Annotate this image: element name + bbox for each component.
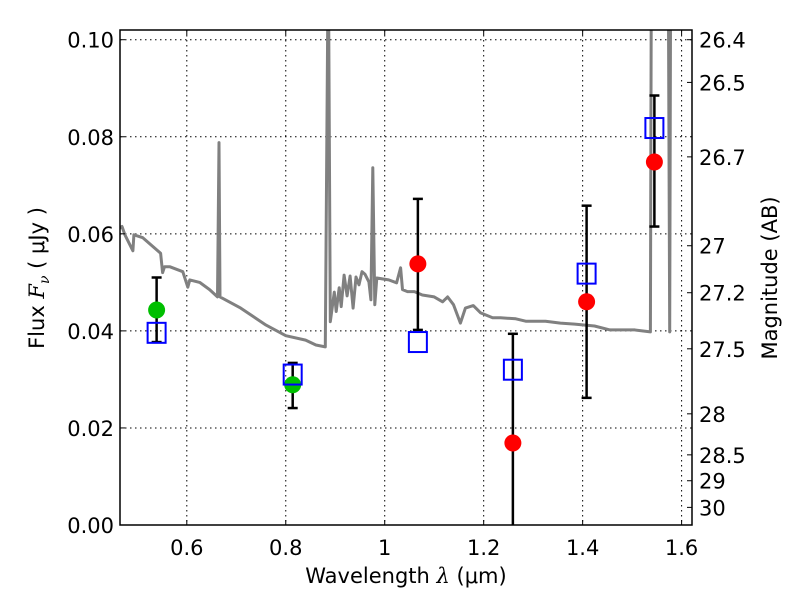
x-axis-label: Wavelength λ (μm) [305, 564, 506, 588]
y-tick-label: 0.02 [67, 417, 114, 441]
y-tick-label: 0.10 [67, 29, 114, 53]
x-tick-label: 1.2 [467, 536, 500, 560]
x-tick-label: 0.6 [170, 536, 203, 560]
y2-tick-label: 26.4 [699, 29, 746, 53]
x-tick-label: 1 [378, 536, 391, 560]
model-photometry-points [146, 117, 665, 386]
y2-tick-label: 27.2 [699, 282, 746, 306]
y2-tick-label: 27.5 [699, 338, 746, 362]
y2-axis-label: Magnitude (AB) [758, 196, 782, 359]
model-photometry-square [282, 363, 303, 386]
y2-tick-label: 30 [699, 496, 726, 520]
x-tick-label: 1.6 [665, 536, 698, 560]
x-tick-label: 1.4 [566, 536, 599, 560]
y-tick-label: 0.04 [67, 320, 114, 344]
y2-tick-label: 28 [699, 403, 726, 427]
x-tick-label: 0.8 [269, 536, 302, 560]
x-axis: 0.6 0.8 1 1.2 1.4 1.6 [170, 30, 698, 560]
grid [120, 30, 692, 525]
model-photometry-square [502, 358, 523, 381]
y2-tick-label: 27 [699, 235, 726, 259]
y2-tick-label: 28.5 [699, 444, 746, 468]
y-tick-label: 0.06 [67, 223, 114, 247]
plot-area [120, 30, 692, 525]
model-photometry-square [576, 262, 597, 285]
observed-point [148, 301, 166, 319]
observed-point [504, 434, 522, 452]
model-photometry-square [146, 321, 167, 344]
y2-tick-label: 26.7 [699, 146, 746, 170]
model-photometry-square [407, 331, 428, 354]
observed-point [409, 255, 427, 273]
y-tick-label: 0.00 [67, 514, 114, 538]
y-tick-label: 0.08 [67, 126, 114, 150]
y-axis-label: Flux Fν ( μJy ) [25, 207, 53, 349]
y-axis-left: 0.00 0.02 0.04 0.06 0.08 0.10 [67, 29, 125, 538]
model-spectrum-line [120, 30, 672, 349]
observed-point [645, 153, 663, 171]
observed-point [578, 293, 596, 311]
y2-tick-label: 29 [699, 470, 726, 494]
model-photometry-square [644, 117, 665, 140]
observed-points [148, 153, 663, 452]
plot-frame [119, 29, 693, 526]
y2-tick-label: 26.5 [699, 71, 746, 95]
plot-content [120, 30, 672, 525]
